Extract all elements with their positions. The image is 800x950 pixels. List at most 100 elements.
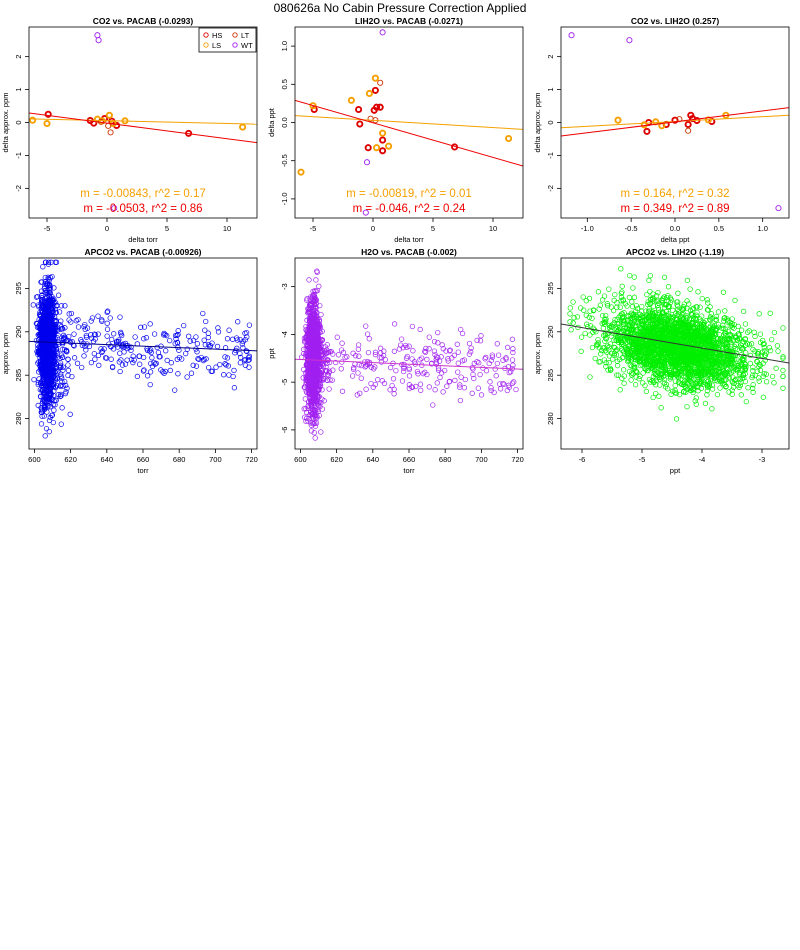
data-point bbox=[474, 359, 480, 365]
data-point bbox=[492, 366, 498, 372]
x-tick-label: 660 bbox=[137, 455, 150, 464]
fit-annotation: m = -0.046, r^2 = 0.24 bbox=[353, 203, 466, 215]
data-point bbox=[316, 356, 322, 363]
data-point bbox=[704, 392, 710, 398]
data-point bbox=[358, 375, 364, 381]
data-point bbox=[433, 354, 440, 360]
data-point bbox=[334, 334, 340, 340]
data-point bbox=[317, 376, 323, 382]
data-point bbox=[120, 341, 127, 347]
data-point bbox=[434, 380, 440, 386]
data-point bbox=[351, 365, 357, 371]
data-point bbox=[42, 259, 49, 265]
data-point bbox=[469, 365, 475, 371]
data-point bbox=[582, 330, 588, 337]
data-point bbox=[312, 372, 318, 378]
data-point bbox=[44, 389, 51, 395]
data-point bbox=[495, 352, 502, 358]
data-point bbox=[451, 352, 457, 358]
data-point bbox=[46, 417, 53, 424]
data-point bbox=[92, 356, 98, 362]
data-point bbox=[483, 368, 490, 374]
data-point bbox=[767, 347, 774, 354]
y-tick-label: 285 bbox=[14, 369, 23, 382]
data-point bbox=[317, 382, 324, 388]
data-point bbox=[104, 326, 111, 332]
fit-annotation: m = 0.164, r^2 = 0.32 bbox=[621, 188, 730, 200]
data-point bbox=[310, 105, 318, 114]
data-point bbox=[65, 367, 72, 374]
data-point bbox=[489, 352, 495, 358]
data-point bbox=[658, 405, 664, 411]
y-tick-label: 280 bbox=[14, 412, 23, 425]
data-point bbox=[318, 399, 324, 406]
plot-area bbox=[561, 266, 789, 422]
data-point bbox=[38, 349, 44, 355]
legend-label: LS bbox=[212, 41, 221, 50]
x-tick-label: 700 bbox=[209, 455, 222, 464]
data-point bbox=[477, 371, 483, 378]
data-point bbox=[314, 379, 320, 385]
data-point bbox=[625, 358, 631, 365]
data-point bbox=[695, 384, 701, 390]
y-tick-label: -6 bbox=[280, 427, 289, 434]
data-point bbox=[335, 352, 342, 358]
data-point bbox=[382, 356, 388, 363]
data-point bbox=[762, 357, 768, 363]
data-point bbox=[132, 334, 138, 340]
data-point bbox=[404, 344, 410, 351]
data-point bbox=[307, 309, 313, 316]
data-point bbox=[324, 356, 330, 363]
data-point bbox=[34, 324, 41, 330]
data-point bbox=[466, 351, 473, 357]
data-point bbox=[60, 364, 66, 370]
x-tick-label: 0.5 bbox=[714, 224, 724, 233]
data-point bbox=[59, 405, 65, 411]
x-tick-label: 0 bbox=[105, 224, 109, 233]
data-point bbox=[455, 360, 461, 366]
legend-marker bbox=[232, 32, 238, 38]
data-point bbox=[363, 159, 371, 166]
data-point bbox=[426, 384, 432, 390]
data-point bbox=[38, 379, 44, 385]
data-point bbox=[626, 37, 633, 44]
data-point bbox=[661, 380, 668, 386]
data-point bbox=[42, 383, 49, 389]
data-point bbox=[42, 350, 48, 356]
data-point bbox=[447, 347, 453, 353]
data-point bbox=[461, 385, 468, 391]
data-point bbox=[53, 368, 59, 374]
data-point bbox=[109, 364, 116, 370]
data-point bbox=[568, 327, 574, 333]
data-point bbox=[567, 305, 573, 311]
data-point bbox=[305, 306, 312, 313]
data-point bbox=[324, 342, 330, 348]
data-point bbox=[44, 323, 50, 330]
data-point bbox=[302, 384, 308, 390]
data-point bbox=[44, 315, 50, 322]
data-point bbox=[504, 344, 511, 351]
data-point bbox=[643, 388, 650, 395]
data-point bbox=[505, 134, 513, 143]
data-point bbox=[483, 354, 489, 361]
data-point bbox=[188, 370, 195, 376]
legend-label: HS bbox=[212, 31, 222, 40]
data-point bbox=[738, 392, 744, 398]
data-point bbox=[685, 127, 692, 134]
data-point bbox=[306, 390, 313, 396]
data-point bbox=[60, 354, 66, 361]
data-point bbox=[305, 418, 311, 424]
data-point bbox=[370, 384, 376, 390]
y-tick-label: 290 bbox=[546, 326, 555, 339]
data-point bbox=[239, 341, 245, 347]
fit-annotation: m = -0.00843, r^2 = 0.17 bbox=[80, 188, 206, 200]
data-point bbox=[322, 348, 328, 354]
data-point bbox=[130, 359, 136, 366]
data-point bbox=[48, 351, 54, 358]
series-points bbox=[567, 266, 786, 422]
chart-panel-5: H2O vs. PACAB (-0.002)600 620 640 660 680 700… bbox=[267, 247, 524, 475]
data-point bbox=[487, 379, 493, 385]
data-point bbox=[368, 380, 374, 387]
data-point bbox=[58, 393, 64, 399]
data-point bbox=[237, 336, 243, 343]
